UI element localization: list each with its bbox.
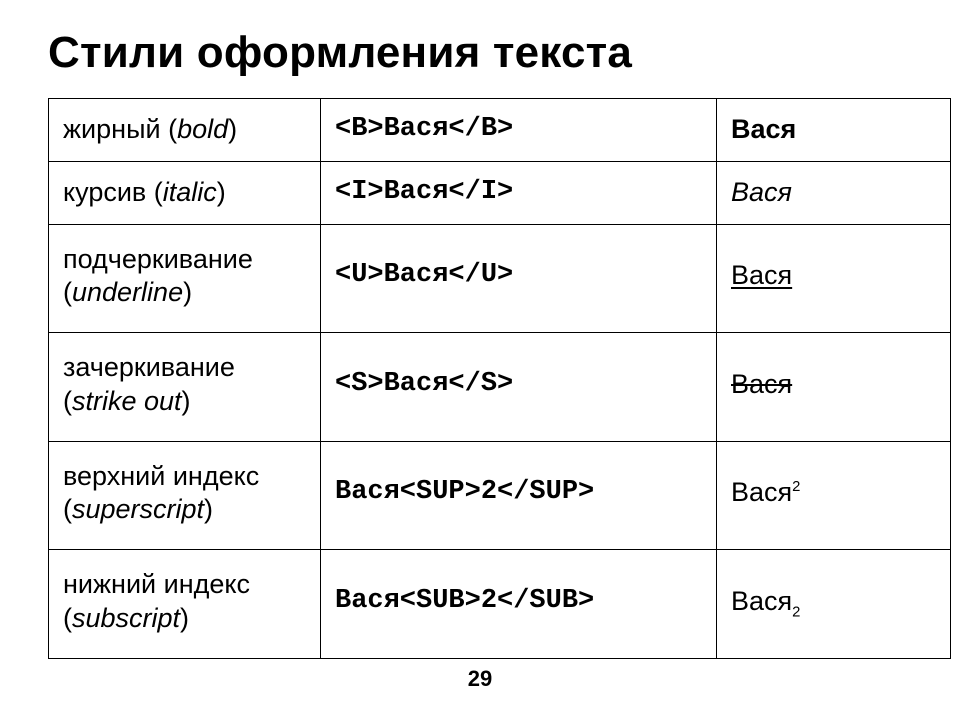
slide: Стили оформления текста жирный (bold) <B… <box>0 0 960 720</box>
desc-ru: подчеркивание <box>63 244 253 274</box>
cell-result: Вася <box>717 99 951 162</box>
table-row: зачеркивание (strike out) <S>Вася</S> Ва… <box>49 333 951 442</box>
table-row: жирный (bold) <B>Вася</B> Вася <box>49 99 951 162</box>
cell-code: Вася<SUB>2</SUB> <box>321 550 717 659</box>
styles-table: жирный (bold) <B>Вася</B> Вася курсив (i… <box>48 98 951 659</box>
result-text: Вася <box>731 586 792 616</box>
cell-desc: зачеркивание (strike out) <box>49 333 321 442</box>
result-text: Вася <box>731 369 792 399</box>
cell-result: Вася <box>717 333 951 442</box>
table-row: курсив (italic) <I>Вася</I> Вася <box>49 161 951 224</box>
desc-ru: жирный <box>63 114 161 144</box>
cell-code: Вася<SUP>2</SUP> <box>321 441 717 550</box>
desc-en: bold <box>177 114 228 144</box>
result-text: Вася <box>731 177 792 207</box>
page-title: Стили оформления текста <box>48 28 960 78</box>
cell-result: Вася <box>717 224 951 333</box>
cell-desc: верхний индекс (superscript) <box>49 441 321 550</box>
cell-code: <U>Вася</U> <box>321 224 717 333</box>
result-text: Вася <box>731 477 792 507</box>
cell-desc: подчеркивание (underline) <box>49 224 321 333</box>
desc-en: italic <box>163 177 217 207</box>
result-text: Вася <box>731 114 796 144</box>
table-row: нижний индекс (subscript) Вася<SUB>2</SU… <box>49 550 951 659</box>
table-row: верхний индекс (superscript) Вася<SUP>2<… <box>49 441 951 550</box>
cell-code: <I>Вася</I> <box>321 161 717 224</box>
cell-result: Вася2 <box>717 550 951 659</box>
cell-result: Вася2 <box>717 441 951 550</box>
table-row: подчеркивание (underline) <U>Вася</U> Ва… <box>49 224 951 333</box>
desc-en: superscript <box>72 494 204 524</box>
cell-result: Вася <box>717 161 951 224</box>
desc-ru: верхний индекс <box>63 461 259 491</box>
cell-desc: курсив (italic) <box>49 161 321 224</box>
result-suffix: 2 <box>792 604 800 620</box>
cell-code: <B>Вася</B> <box>321 99 717 162</box>
desc-en: subscript <box>72 603 180 633</box>
desc-en: underline <box>72 277 183 307</box>
desc-ru: зачеркивание <box>63 352 235 382</box>
cell-desc: нижний индекс (subscript) <box>49 550 321 659</box>
cell-desc: жирный (bold) <box>49 99 321 162</box>
desc-en: strike out <box>72 386 182 416</box>
result-suffix: 2 <box>792 479 800 495</box>
page-number: 29 <box>0 666 960 692</box>
desc-ru: курсив <box>63 177 146 207</box>
cell-code: <S>Вася</S> <box>321 333 717 442</box>
result-text: Вася <box>731 260 792 290</box>
desc-ru: нижний индекс <box>63 569 250 599</box>
